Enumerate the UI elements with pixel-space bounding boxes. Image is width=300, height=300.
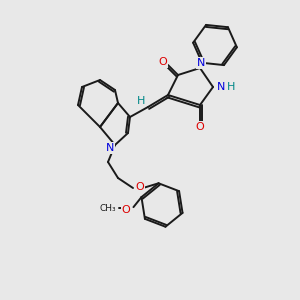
Text: N: N: [217, 82, 225, 92]
Text: CH₃: CH₃: [100, 204, 116, 213]
Text: O: O: [196, 122, 204, 132]
Text: O: O: [121, 205, 130, 215]
Text: N: N: [106, 143, 114, 153]
Text: H: H: [227, 82, 235, 92]
Text: O: O: [136, 182, 144, 192]
Text: O: O: [159, 57, 167, 67]
Text: H: H: [137, 96, 145, 106]
Text: N: N: [197, 58, 205, 68]
